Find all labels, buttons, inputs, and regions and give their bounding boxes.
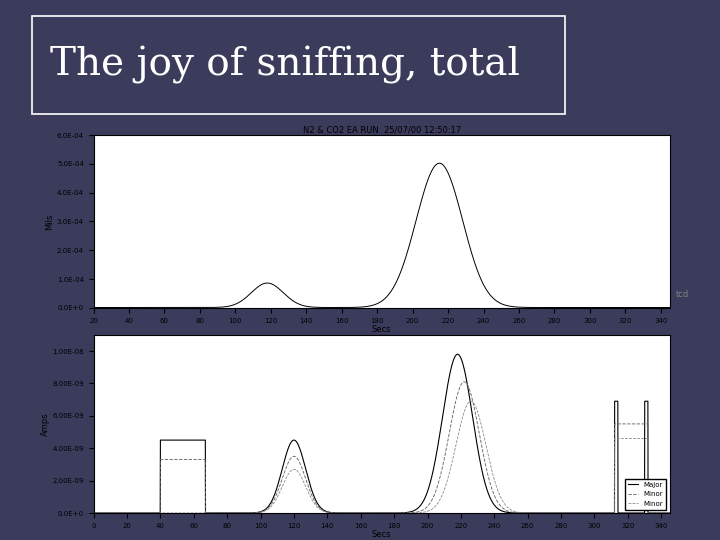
Y-axis label: Mils: Mils [45,213,54,230]
Major [461,369,469,376]
Major [436,428,445,434]
Minor [629,435,637,442]
Major [453,351,462,357]
Text: The joy of sniffing, total: The joy of sniffing, total [50,46,521,84]
Minor [365,510,374,516]
Minor [89,510,98,516]
Text: tcd: tcd [675,290,688,299]
Minor [461,407,469,413]
Minor [674,510,683,516]
Y-axis label: Amps: Amps [40,412,50,436]
Line: Minor: Minor [94,401,678,513]
Major [365,510,374,516]
Major [89,510,98,516]
Line: Minor: Minor [94,382,678,513]
Minor [300,482,309,488]
Minor [300,473,309,480]
Major [674,510,683,516]
X-axis label: Secs: Secs [372,530,392,539]
Minor [436,496,445,502]
Legend: Major, Minor, Minor: Major, Minor, Minor [625,479,666,510]
Minor [211,510,220,516]
Minor [460,379,469,385]
Minor [674,510,683,516]
Minor [436,473,445,480]
Line: Major: Major [94,354,678,513]
X-axis label: Secs: Secs [372,325,392,334]
Major [300,463,309,469]
Major [211,510,220,516]
Major [629,510,637,516]
Title: N2 & CO2 EA RUN  25/07/00 12:50:17: N2 & CO2 EA RUN 25/07/00 12:50:17 [302,125,461,134]
Minor [365,510,374,516]
Minor [211,510,220,516]
Minor [467,398,475,404]
Minor [89,510,98,516]
Minor [629,421,637,427]
Minor [461,379,469,385]
